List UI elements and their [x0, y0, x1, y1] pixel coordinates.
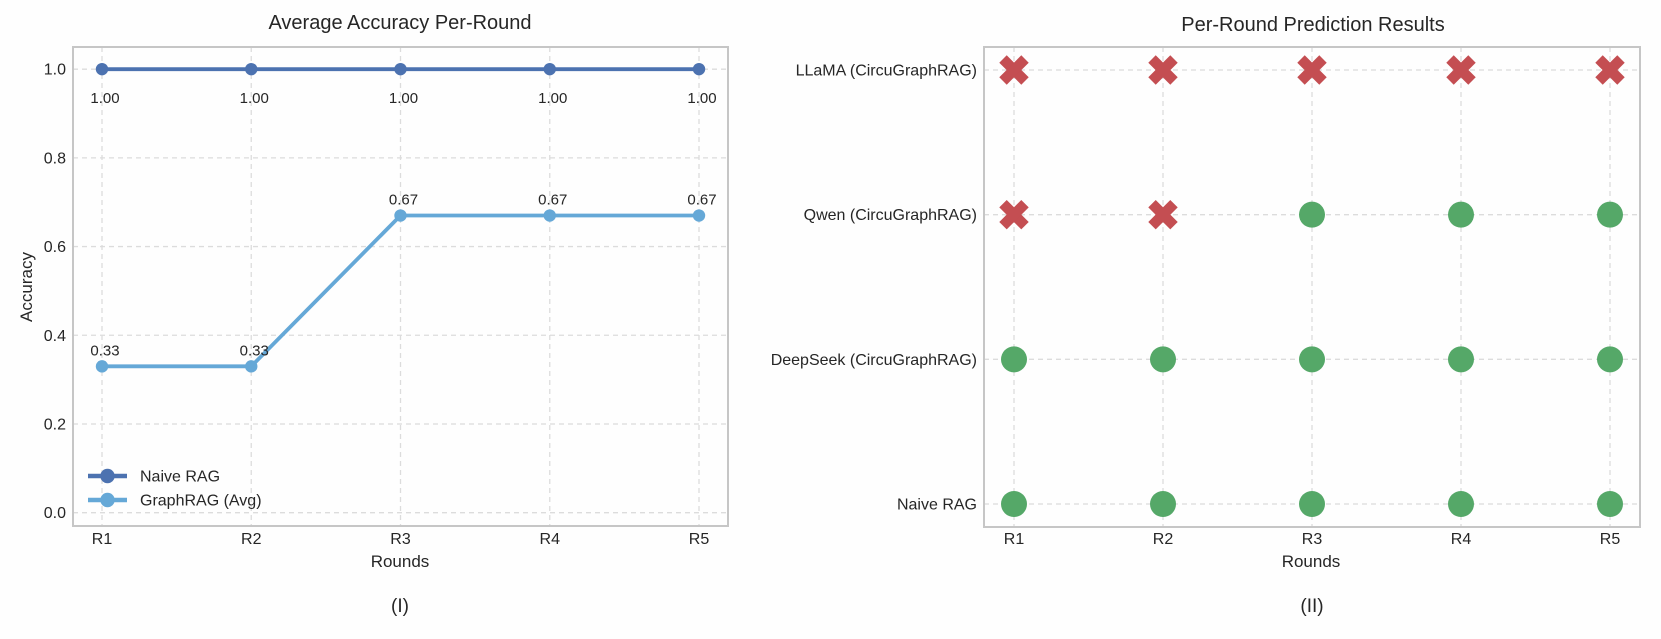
- row-label: DeepSeek (CircuGraphRAG): [771, 352, 977, 369]
- data-point-label: 0.67: [538, 192, 567, 209]
- x-tick-label: R5: [689, 531, 710, 548]
- x-stroke: [1446, 55, 1476, 85]
- correct-marker-icon: [1150, 346, 1176, 373]
- x-stroke: [1297, 55, 1327, 85]
- data-point-label: 0.67: [687, 192, 716, 209]
- left-x-axis-label: Rounds: [370, 552, 430, 571]
- right-chart-title: Per-Round Prediction Results: [1181, 14, 1445, 36]
- correct-marker-icon: [1597, 346, 1623, 373]
- wrong-marker-icon: [1148, 55, 1178, 85]
- x-stroke: [999, 199, 1029, 230]
- data-point-label: 1.00: [240, 90, 269, 107]
- correct-marker-icon: [1150, 491, 1176, 517]
- correct-marker-icon: [1001, 491, 1027, 517]
- right-x-axis-label: Rounds: [1281, 552, 1341, 571]
- prediction-scatter-chart: LLaMA (CircuGraphRAG) Qwen (CircuGraphRAG…: [771, 46, 1641, 548]
- data-point: [692, 209, 706, 222]
- x-stroke: [999, 55, 1029, 85]
- y-tick-label: 0.8: [44, 150, 66, 167]
- data-point-label: 1.00: [687, 90, 716, 107]
- legend-label: Naive RAG: [140, 469, 220, 486]
- x-stroke: [1595, 55, 1625, 85]
- data-point: [543, 209, 556, 222]
- correct-marker-icon: [1448, 491, 1474, 517]
- plot-border: [983, 46, 1641, 528]
- wrong-marker-icon: [1595, 55, 1625, 85]
- y-tick-label: 0.4: [44, 328, 66, 345]
- legend-marker: [100, 492, 115, 508]
- wrong-marker-icon: [999, 199, 1029, 230]
- data-point: [394, 209, 407, 222]
- y-tick-label: 0.0: [44, 505, 66, 522]
- correct-marker-icon: [1299, 201, 1325, 228]
- wrong-marker-icon: [1297, 55, 1327, 85]
- correct-marker-icon: [1001, 346, 1027, 373]
- x-tick-label: R4: [540, 531, 561, 548]
- left-y-axis-label: Accuracy: [17, 252, 36, 322]
- x-stroke: [1148, 55, 1178, 85]
- x-tick-label: R3: [390, 531, 411, 548]
- x-tick-label: R5: [1600, 531, 1621, 548]
- y-tick-label: 0.2: [44, 416, 66, 433]
- y-tick-label: 1.0: [44, 62, 66, 79]
- correct-marker-icon: [1299, 346, 1325, 373]
- data-point: [394, 62, 407, 76]
- result-row-deepseek-circugraphrag-: [1001, 346, 1623, 373]
- data-point-label: 1.00: [538, 90, 567, 107]
- data-point-label: 1.00: [389, 90, 418, 107]
- data-point: [95, 62, 109, 76]
- row-label: LLaMA (CircuGraphRAG): [796, 63, 977, 80]
- result-row-naive-rag: [1001, 491, 1623, 517]
- x-stroke: [1148, 199, 1178, 230]
- data-point: [245, 360, 258, 373]
- row-label: Qwen (CircuGraphRAG): [804, 207, 977, 224]
- x-tick-label: R1: [1004, 531, 1025, 548]
- right-panel-caption: (II): [1300, 596, 1324, 617]
- data-point-label: 1.00: [90, 90, 119, 107]
- legend: Naive RAG GraphRAG (Avg): [88, 469, 262, 510]
- legend-label: GraphRAG (Avg): [140, 493, 262, 510]
- x-tick-label: R3: [1302, 531, 1323, 548]
- y-tick-label: 0.6: [44, 239, 66, 256]
- correct-marker-icon: [1597, 201, 1623, 228]
- wrong-marker-icon: [1446, 55, 1476, 85]
- plot-border: [72, 46, 729, 527]
- series-naive-rag: 1.00 1.00 1.00 1.00 1.00: [90, 62, 717, 107]
- series-graphrag-avg-: 0.33 0.33 0.67 0.67 0.67: [90, 192, 717, 373]
- data-point-label: 0.33: [90, 342, 119, 359]
- wrong-marker-icon: [999, 55, 1029, 85]
- data-point-label: 0.33: [240, 342, 269, 359]
- data-point: [245, 62, 258, 76]
- x-tick-label: R2: [1153, 531, 1174, 548]
- x-tick-label: R1: [92, 531, 113, 548]
- wrong-marker-icon: [1148, 199, 1178, 230]
- data-point-label: 0.67: [389, 192, 418, 209]
- correct-marker-icon: [1597, 491, 1623, 517]
- correct-marker-icon: [1448, 201, 1474, 228]
- correct-marker-icon: [1448, 346, 1474, 373]
- x-tick-label: R2: [241, 531, 262, 548]
- result-row-qwen-circugraphrag-: [999, 199, 1623, 230]
- row-label: Naive RAG: [897, 497, 977, 514]
- data-point: [95, 360, 109, 373]
- result-row-llama-circugraphrag-: [999, 55, 1625, 85]
- data-point: [692, 62, 706, 76]
- x-tick-label: R4: [1451, 531, 1472, 548]
- legend-marker: [100, 468, 115, 484]
- accuracy-line-chart: 0.00.20.40.60.81.0R1 R2 R3 R4 R51.00 1.00 1.00…: [44, 46, 729, 548]
- left-panel-caption: (I): [391, 596, 409, 617]
- left-chart-title: Average Accuracy Per-Round: [268, 12, 532, 34]
- data-point: [543, 62, 556, 76]
- correct-marker-icon: [1299, 491, 1325, 517]
